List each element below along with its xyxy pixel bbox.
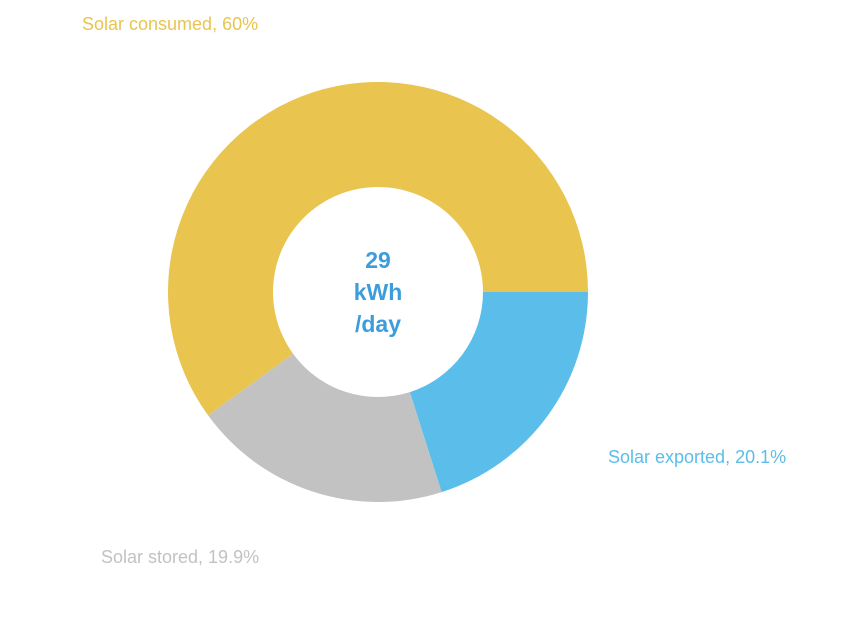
center-label: kWh bbox=[354, 279, 403, 305]
center-label: 29 bbox=[365, 247, 391, 273]
slice-label: Solar stored, 19.9% bbox=[101, 547, 259, 567]
slice bbox=[168, 82, 588, 416]
slice bbox=[208, 353, 442, 502]
slice-label: Solar exported, 20.1% bbox=[608, 447, 786, 467]
slice bbox=[409, 292, 588, 493]
slice-label: Solar consumed, 60% bbox=[82, 14, 258, 34]
slices bbox=[168, 82, 588, 502]
center-label: /day bbox=[355, 311, 401, 337]
